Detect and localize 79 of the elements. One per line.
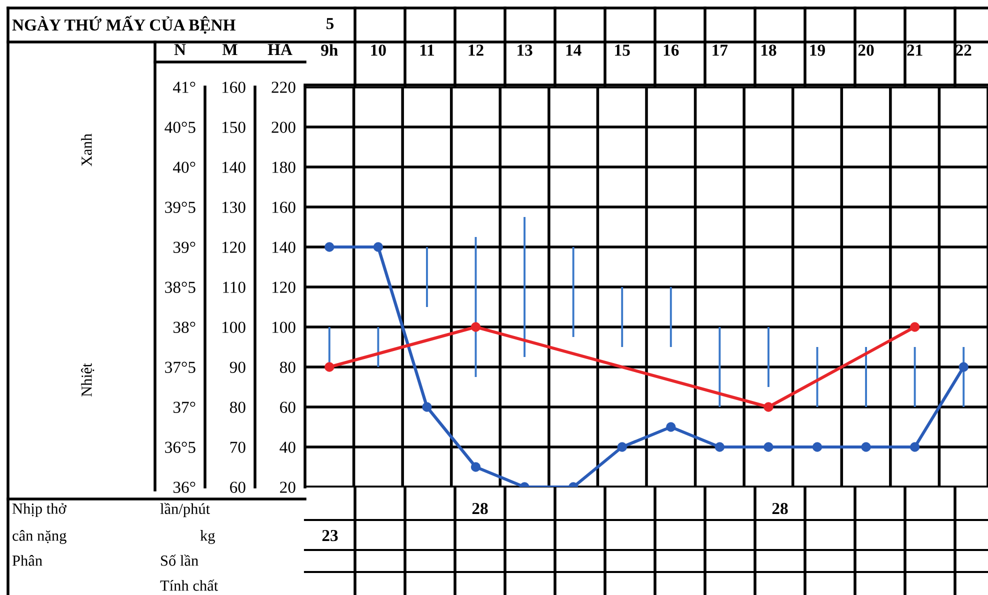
x-tick-label: 9h xyxy=(321,44,338,56)
y2-tick-label: 120 xyxy=(222,242,246,253)
y-tick-label: 140 xyxy=(272,242,296,253)
text: Xanh xyxy=(81,134,92,166)
y3-tick-label: 39°5 xyxy=(165,202,196,213)
x-tick-label: 14 xyxy=(566,44,582,56)
point xyxy=(617,442,627,452)
point xyxy=(666,422,676,432)
text: Phân xyxy=(12,555,42,566)
text: cân nặng xyxy=(12,530,66,544)
y3-tick-label: 38° xyxy=(173,322,196,333)
y3-tick-label: 41° xyxy=(172,82,196,93)
point xyxy=(910,322,920,332)
y3-tick-label: 40° xyxy=(172,162,196,173)
y2-tick-label: 110 xyxy=(223,282,246,293)
text: lần/phút xyxy=(160,502,210,518)
point xyxy=(470,462,481,472)
y2-tick-label: 160 xyxy=(222,82,246,93)
y3-tick-label: 38°5 xyxy=(165,282,196,293)
y-tick-label: 20 xyxy=(280,482,296,493)
x-tick-label: 16 xyxy=(664,44,679,56)
y-tick-label: 160 xyxy=(272,202,296,213)
y3-axis-title: N xyxy=(174,44,186,56)
point xyxy=(714,442,725,452)
point xyxy=(958,362,968,372)
y3-tick-label: 39° xyxy=(173,242,196,253)
text: 5 xyxy=(326,18,334,30)
y-tick-label: 40 xyxy=(280,442,296,453)
text: Số lần xyxy=(161,554,198,566)
x-tick-label: 19 xyxy=(810,44,825,56)
point xyxy=(470,322,481,332)
point xyxy=(812,442,822,452)
y2-tick-label: 100 xyxy=(222,322,246,333)
y2-tick-label: 70 xyxy=(230,442,246,453)
y-tick-label: 220 xyxy=(272,82,296,93)
point xyxy=(422,402,432,412)
point xyxy=(324,242,334,252)
x-tick-label: 17 xyxy=(712,44,728,56)
x-tick-label: 21 xyxy=(907,44,922,56)
y2-tick-label: 150 xyxy=(222,122,246,133)
point xyxy=(324,362,334,372)
point xyxy=(764,402,774,412)
y-tick-label: 80 xyxy=(280,362,296,373)
y2-tick-label: 130 xyxy=(222,202,246,213)
x-tick-label: 13 xyxy=(518,44,532,56)
y2-tick-label: 140 xyxy=(222,162,246,173)
point xyxy=(861,442,871,452)
y3-tick-label: 37°5 xyxy=(165,362,196,373)
y-tick-label: 100 xyxy=(272,322,296,333)
y2-tick-label: 90 xyxy=(230,362,246,373)
text: Nhiệt xyxy=(81,363,94,397)
text: 28 xyxy=(772,502,788,514)
y-tick-label: 120 xyxy=(272,282,296,293)
point xyxy=(373,242,384,252)
text: 28 xyxy=(472,502,488,514)
x-tick-label: 18 xyxy=(761,44,776,56)
x-tick-label: 15 xyxy=(615,44,630,56)
y2-axis-title: M xyxy=(222,44,238,56)
text: kg xyxy=(200,530,215,544)
y-axis-title: HA xyxy=(268,44,292,56)
x-tick-label: 10 xyxy=(371,44,386,56)
y2-tick-label: 60 xyxy=(230,482,246,493)
y2-tick-label: 80 xyxy=(230,402,246,413)
y3-tick-label: 40°5 xyxy=(164,122,196,133)
y3-tick-label: 37° xyxy=(173,402,196,413)
point xyxy=(764,442,774,452)
x-tick-label: 12 xyxy=(468,44,484,56)
text: NGÀY THỨ MẤY CỦA BỆNH xyxy=(12,16,236,34)
y-tick-label: 60 xyxy=(280,402,296,413)
y3-tick-label: 36° xyxy=(173,482,196,493)
y3-tick-label: 36°5 xyxy=(165,442,196,453)
text: Nhịp thở xyxy=(12,503,66,517)
y-tick-label: 180 xyxy=(272,162,296,173)
point xyxy=(910,442,920,452)
text: 23 xyxy=(322,530,338,542)
y-tick-label: 200 xyxy=(272,122,296,133)
x-tick-label: 11 xyxy=(420,44,434,56)
text: Tính chất xyxy=(160,580,218,591)
x-tick-label: 20 xyxy=(858,44,874,56)
